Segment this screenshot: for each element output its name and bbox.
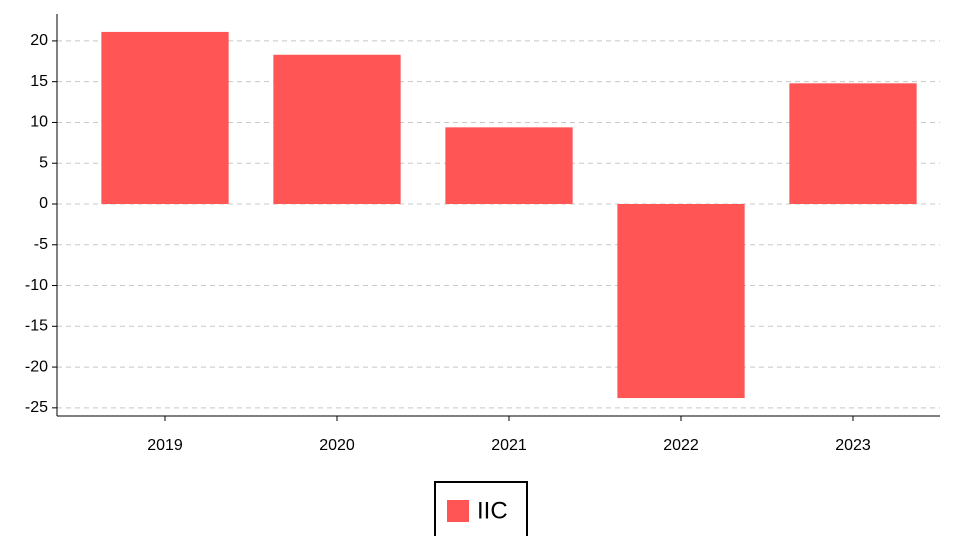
y-tick-label: -5 <box>34 236 48 253</box>
y-tick-label: 0 <box>39 195 48 212</box>
bar <box>789 83 917 204</box>
y-tick-label: -10 <box>25 277 48 294</box>
x-tick-label: 2019 <box>147 437 183 454</box>
y-tick-label: -15 <box>25 318 48 335</box>
y-tick-label: -20 <box>25 358 48 375</box>
bar <box>445 127 573 204</box>
x-tick-label: 2022 <box>663 437 699 454</box>
y-tick-label: 20 <box>30 32 48 49</box>
y-tick-label: -25 <box>25 399 48 416</box>
x-tick-label: 2023 <box>835 437 871 454</box>
bar <box>101 31 229 204</box>
x-tick-label: 2020 <box>319 437 355 454</box>
y-tick-label: 15 <box>30 73 48 90</box>
bar <box>273 54 401 204</box>
legend-label: IIC <box>477 497 508 524</box>
bar <box>617 203 745 399</box>
legend-swatch <box>447 500 469 522</box>
y-tick-label: 5 <box>39 154 48 171</box>
y-tick-label: 10 <box>30 114 48 131</box>
x-tick-label: 2021 <box>491 437 527 454</box>
